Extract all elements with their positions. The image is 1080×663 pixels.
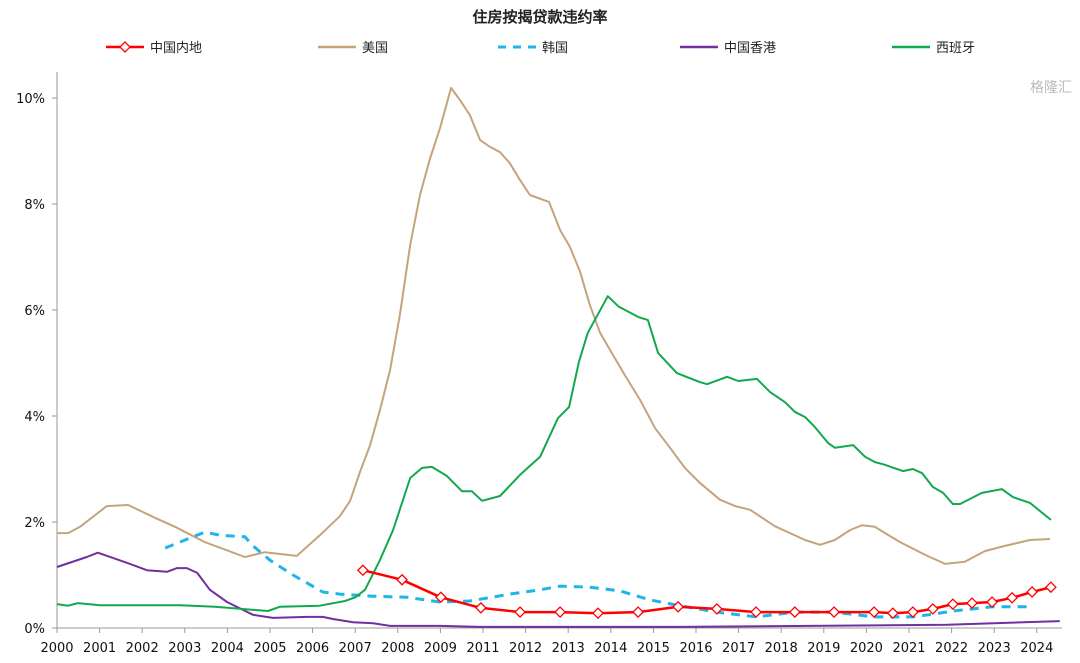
x-tick-label: 2022 — [935, 641, 968, 656]
data-point-marker — [886, 607, 899, 620]
data-point-marker — [986, 596, 998, 608]
x-tick-label: 2017 — [722, 641, 755, 656]
x-tick-label: 2001 — [83, 641, 116, 656]
legend-label: 中国内地 — [150, 40, 202, 56]
series-group — [56, 86, 1060, 628]
data-point-marker — [356, 564, 369, 577]
x-tick-label: 2007 — [339, 641, 372, 656]
legend-label: 西班牙 — [936, 41, 975, 56]
data-point-marker — [592, 607, 604, 620]
x-tick-label: 2006 — [296, 641, 329, 656]
x-tick-label: 2002 — [126, 641, 159, 656]
x-tick-label: 2013 — [552, 641, 585, 656]
x-tick-label: 2021 — [892, 641, 925, 656]
x-tick-label: 2005 — [253, 641, 286, 656]
legend-label: 中国香港 — [724, 41, 776, 56]
legend: 中国内地 美国 韩国 中国香港 西班牙 — [106, 40, 975, 56]
series-line-1 — [57, 86, 1051, 565]
data-point-marker — [554, 606, 567, 619]
legend-marker — [119, 41, 131, 53]
x-tick-label: 2016 — [679, 641, 712, 656]
data-point-marker — [474, 601, 487, 614]
x-tick-label: 2020 — [850, 641, 883, 656]
series-line-0 — [362, 568, 1052, 615]
data-point-marker — [396, 573, 408, 586]
x-tick-label: 2003 — [168, 641, 201, 656]
data-point-marker — [868, 606, 880, 619]
series-line-4 — [56, 295, 1052, 612]
x-tick-label: 2000 — [40, 641, 73, 656]
x-tick-label: 2024 — [1020, 641, 1053, 656]
data-point-marker — [750, 606, 762, 619]
data-point-marker — [632, 606, 644, 619]
y-tick-label: 0% — [24, 622, 45, 637]
y-tick-label: 10% — [16, 92, 45, 107]
data-point-marker — [710, 603, 723, 615]
x-tick-label: 2019 — [807, 641, 840, 656]
x-tick-label: 2012 — [509, 641, 542, 656]
data-point-marker — [828, 606, 840, 619]
data-point-marker — [1026, 586, 1039, 598]
legend-label: 美国 — [362, 41, 388, 56]
data-point-marker — [788, 606, 801, 619]
data-point-marker — [434, 591, 447, 604]
data-point-marker — [514, 606, 526, 619]
data-point-marker — [906, 606, 919, 619]
y-tick-label: 8% — [24, 198, 45, 213]
x-tick-label: 2018 — [765, 641, 798, 656]
data-point-marker — [946, 598, 959, 611]
data-point-marker — [1044, 581, 1057, 594]
x-tick-label: 2011 — [466, 641, 499, 656]
x-tick-label: 2009 — [424, 641, 457, 656]
data-point-marker — [926, 603, 939, 615]
chart-title: 住房按揭贷款违约率 — [472, 8, 607, 26]
data-point-marker — [966, 597, 978, 610]
legend-label: 韩国 — [542, 41, 568, 56]
x-tick-label: 2023 — [978, 641, 1011, 656]
y-tick-label: 4% — [24, 410, 45, 425]
x-tick-label: 2015 — [637, 641, 670, 656]
data-point-marker — [672, 600, 685, 613]
y-tick-label: 2% — [24, 516, 45, 531]
x-tick-label: 2008 — [381, 641, 414, 656]
axes: 0% 2% 4% 6% 8% 10% 2000 2001 2002 2003 2004 2005 200… — [16, 72, 1062, 656]
watermark: 格隆汇 — [1030, 80, 1072, 96]
series-line-2 — [164, 530, 1028, 619]
y-tick-label: 6% — [24, 304, 45, 319]
series-line-3 — [56, 551, 1060, 628]
x-tick-label: 2014 — [594, 641, 627, 656]
data-point-marker — [1006, 591, 1019, 604]
x-tick-label: 2004 — [211, 641, 244, 656]
